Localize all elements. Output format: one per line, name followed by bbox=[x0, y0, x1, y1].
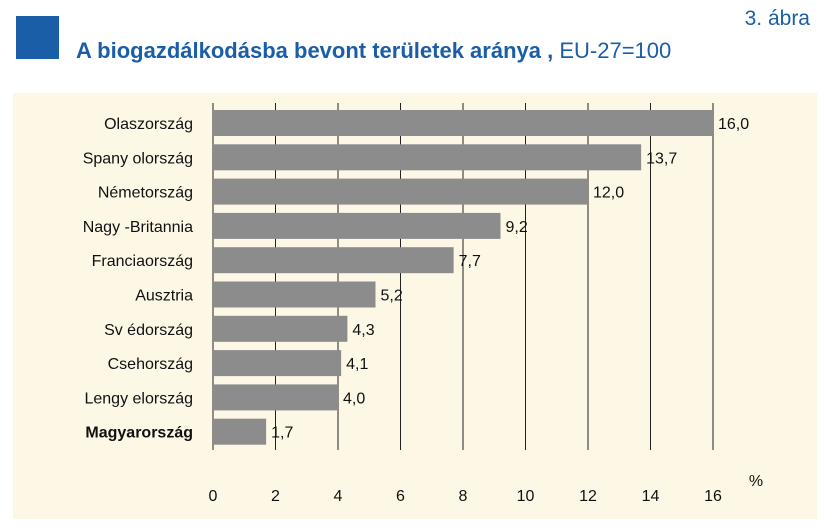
value-label: 13,7 bbox=[646, 150, 677, 167]
bar bbox=[213, 281, 376, 308]
x-axis-label: % bbox=[749, 473, 763, 490]
x-tick-label: 6 bbox=[396, 488, 405, 505]
category-label: Sv édország bbox=[104, 322, 193, 339]
bar bbox=[213, 110, 713, 136]
bar bbox=[213, 418, 267, 445]
bar bbox=[213, 315, 348, 342]
bar bbox=[213, 212, 501, 239]
x-tick-label: 8 bbox=[459, 488, 468, 505]
chart-title-main: A biogazdálkodásba bevont területek arán… bbox=[76, 38, 554, 63]
value-label: 4,0 bbox=[343, 390, 365, 407]
value-label: 4,1 bbox=[346, 356, 368, 373]
category-label: Csehország bbox=[108, 356, 193, 373]
bar bbox=[213, 247, 454, 274]
category-label: Magyarország bbox=[85, 425, 193, 442]
title-marker bbox=[16, 16, 59, 59]
x-tick-label: 10 bbox=[517, 488, 535, 505]
category-label: Németország bbox=[98, 185, 193, 202]
category-label: Ausztria bbox=[135, 288, 193, 305]
chart-title: A biogazdálkodásba bevont területek arán… bbox=[76, 38, 671, 64]
category-label: Spany olország bbox=[83, 150, 193, 167]
bar bbox=[213, 350, 342, 377]
x-tick-label: 2 bbox=[271, 488, 280, 505]
category-label: Franciaország bbox=[92, 253, 193, 270]
x-tick-label: 12 bbox=[579, 488, 597, 505]
bar bbox=[213, 144, 642, 171]
x-tick-label: 16 bbox=[704, 488, 722, 505]
x-tick-label: 0 bbox=[209, 488, 218, 505]
value-label: 5,2 bbox=[381, 288, 403, 305]
value-label: 7,7 bbox=[459, 253, 481, 270]
value-label: 16,0 bbox=[718, 116, 749, 133]
bar bbox=[213, 384, 338, 411]
figure-number: 3. ábra bbox=[744, 7, 810, 30]
value-label: 9,2 bbox=[506, 219, 528, 236]
x-tick-label: 4 bbox=[334, 488, 343, 505]
value-label: 12,0 bbox=[593, 185, 624, 202]
x-tick-label: 14 bbox=[642, 488, 660, 505]
value-label: 4,3 bbox=[352, 322, 374, 339]
bar bbox=[213, 178, 588, 205]
value-label: 1,7 bbox=[271, 425, 293, 442]
chart-title-sub: EU-27=100 bbox=[559, 38, 672, 63]
category-label: Olaszország bbox=[104, 116, 193, 133]
category-label: Nagy -Britannia bbox=[83, 219, 193, 236]
category-label: Lengy elország bbox=[84, 390, 193, 407]
